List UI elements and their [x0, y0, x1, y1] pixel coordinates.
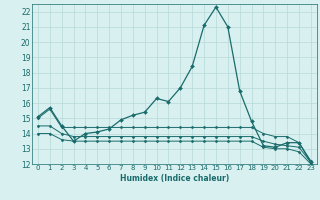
- X-axis label: Humidex (Indice chaleur): Humidex (Indice chaleur): [120, 174, 229, 183]
